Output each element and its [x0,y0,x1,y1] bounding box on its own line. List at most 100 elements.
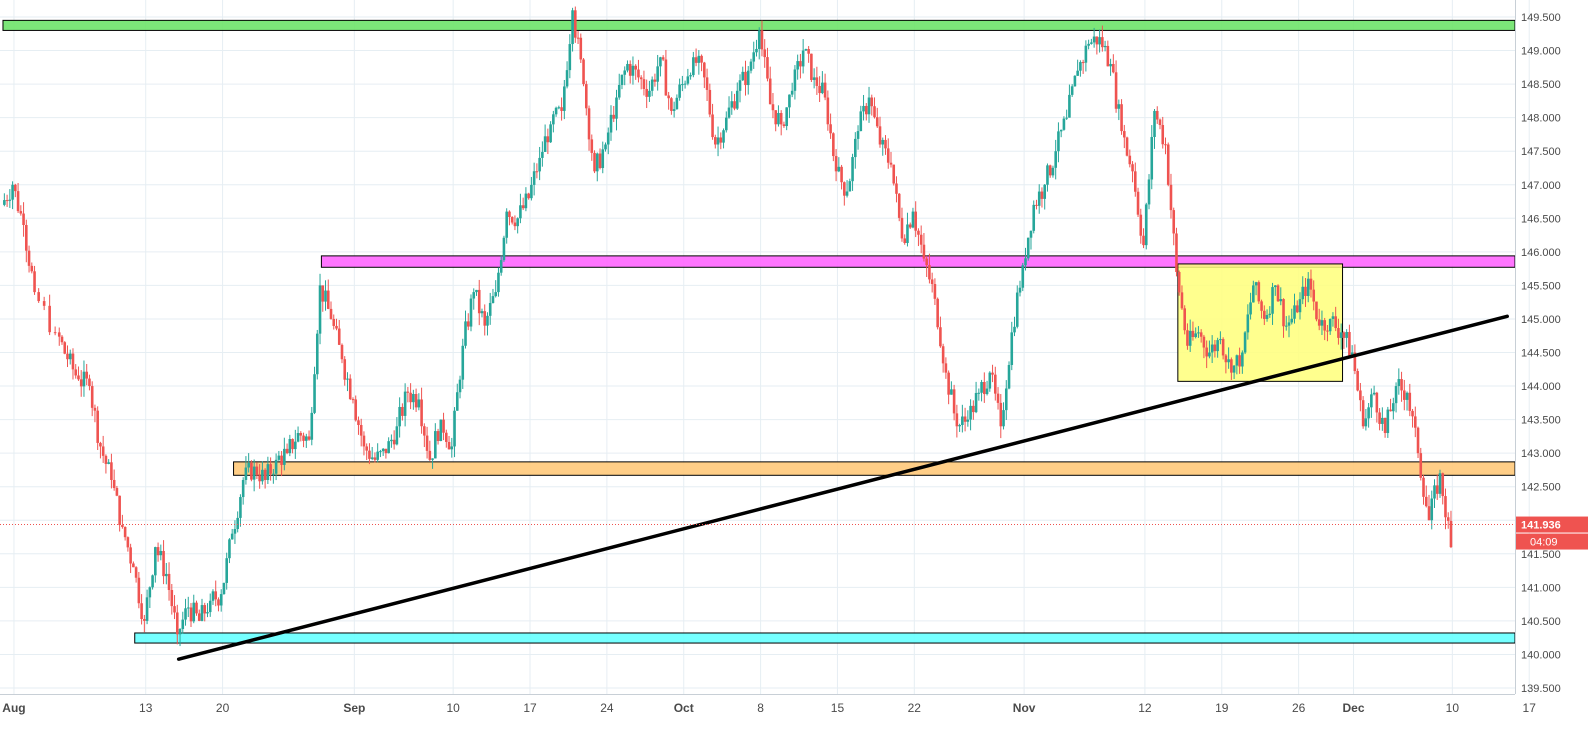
candle-body [93,407,97,411]
x-tick-label: 26 [1292,701,1306,715]
candle-body [362,435,366,447]
candle-body [148,587,152,598]
candle-body [1309,278,1313,290]
candle-body [703,62,706,78]
candle-body [939,327,942,347]
candle-body [370,457,374,459]
candle-body [175,612,179,635]
candle-body [694,57,698,63]
candle-body [678,84,681,98]
candle-body [332,318,336,326]
candle-body [1175,233,1178,272]
candle-body [1073,75,1077,87]
candle-body [1205,347,1208,357]
candle-body [1249,302,1252,315]
candle-body [1106,45,1110,67]
candle-body [1317,319,1321,326]
candle-body [1413,416,1417,428]
candle-body [1227,359,1230,363]
candle-body [617,84,621,98]
candle-body [977,392,981,394]
candle-body [1260,301,1263,311]
candle-body [1282,299,1285,327]
trendline [176,314,1509,661]
candle-body [337,328,341,345]
candle-body [1098,37,1101,45]
candle-body [1166,144,1170,185]
candle-body [85,371,89,379]
candle-body [192,602,196,622]
x-tick-label: 13 [139,701,153,715]
candle-body [796,61,799,70]
candle-body [801,50,805,67]
candle-body [488,303,492,316]
candle-body [420,399,423,427]
candle-body [1013,326,1016,333]
x-tick-label: 10 [1446,701,1460,715]
candle-body [1087,43,1090,46]
candle-body [263,469,267,480]
candle-body [403,391,407,416]
candle-body [604,144,607,150]
candle-body [895,183,898,194]
candle-body [417,399,421,408]
candle-body [535,171,539,173]
candle-body [228,539,231,559]
candle-body [60,336,64,343]
candle-body [799,61,802,67]
candle-body [121,525,124,527]
candle-body [1070,86,1074,95]
candle-body [1219,339,1222,341]
candle-body [173,606,176,613]
current-price-badge [1516,516,1588,533]
candle-body [1334,316,1337,329]
candle-body [1238,355,1241,367]
candle-body [697,55,701,63]
candle-body [156,547,160,556]
candle-body [1449,520,1453,548]
candle-body [99,442,102,447]
candle-body [208,600,212,613]
candle-body [873,106,876,118]
candle-body [1125,137,1129,156]
candle-body [714,137,717,145]
candle-body [1155,110,1159,120]
candle-body [346,378,349,380]
candle-body [788,94,791,108]
candle-body [521,205,525,209]
candle-body [269,464,272,474]
candle-body [272,473,275,475]
candle-body [211,591,215,601]
candle-body [472,292,476,299]
candle-body [365,446,368,451]
candle-body [110,462,113,480]
candle-body [1092,36,1096,43]
candle-body [1394,386,1398,404]
candle-body [27,250,31,266]
candle-body [952,389,956,414]
x-tick-label: Sep [343,701,365,715]
candle-body [752,52,756,62]
candle-body [1400,379,1403,391]
candle-body [639,77,643,80]
candle-body [530,184,533,199]
candle-body [757,30,761,49]
candle-body [1295,305,1299,313]
candle-body [1068,94,1071,118]
candle-body [466,321,470,327]
candle-body [469,298,473,327]
y-tick-label: 147.500 [1521,146,1561,158]
candle-body [1246,314,1250,333]
candle-body [870,97,874,107]
candle-body [656,66,659,82]
candle-body [294,441,297,450]
x-tick-label: Aug [2,701,25,715]
candle-body [672,109,676,111]
candle-body [444,432,448,442]
candle-body [1081,62,1085,64]
candle-body [815,77,819,86]
y-tick-label: 144.000 [1521,381,1561,393]
candle-body [71,353,75,370]
candle-body [1084,45,1088,63]
